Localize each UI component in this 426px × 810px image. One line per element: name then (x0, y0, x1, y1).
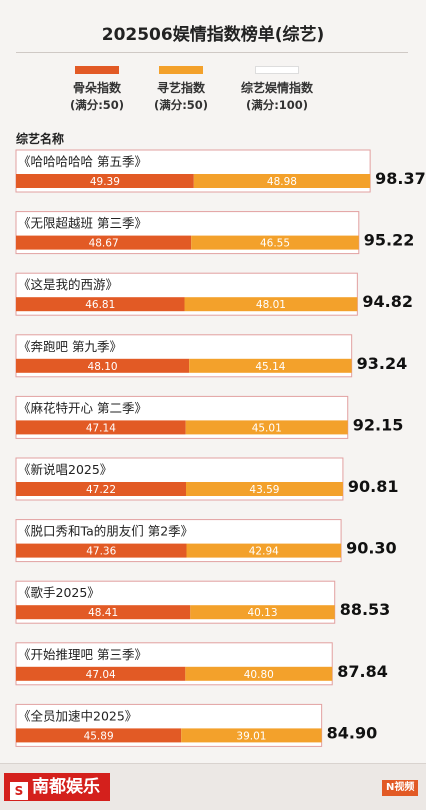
value-label-xunyi-6: 42.94 (249, 546, 279, 558)
legend-swatch-total (255, 66, 299, 74)
bar-guduo-1 (16, 235, 192, 250)
total-label-8: 87.84 (337, 662, 388, 681)
bar-xunyi-3 (189, 358, 352, 373)
bar-xunyi-6 (186, 543, 342, 558)
bar-xunyi-5 (185, 482, 343, 496)
bar-guduo-3 (16, 358, 190, 373)
value-label-xunyi-0: 48.98 (267, 176, 297, 188)
title-divider (16, 52, 408, 53)
category-header: 综艺名称 (16, 132, 65, 146)
bar-xunyi-1 (191, 235, 359, 250)
total-label-2: 94.82 (362, 292, 413, 311)
legend-label-xunyi: 寻艺指数 (156, 81, 205, 95)
value-label-guduo-5: 47.22 (86, 484, 116, 496)
bar-xunyi-0 (193, 174, 371, 188)
value-label-xunyi-8: 40.80 (244, 669, 274, 681)
value-label-xunyi-1: 46.55 (260, 238, 290, 250)
value-label-guduo-6: 47.36 (86, 546, 116, 558)
bar-guduo-7 (16, 605, 191, 620)
category-label-0: 《哈哈哈哈哈 第五季》 (18, 154, 147, 169)
bar-xunyi-9 (181, 728, 322, 743)
legend-swatch-guduo (75, 66, 119, 74)
category-label-7: 《歌手2025》 (18, 585, 100, 600)
category-label-2: 《这是我的西游》 (18, 277, 118, 292)
bar-guduo-2 (16, 297, 185, 312)
legend-item-xunyi: 寻艺指数 (满分:50) (126, 66, 236, 113)
value-label-guduo-3: 48.10 (88, 361, 118, 373)
category-label-1: 《无限超越班 第三季》 (18, 216, 147, 231)
bar-guduo-0 (16, 174, 194, 188)
category-label-8: 《开始推理吧 第三季》 (18, 647, 147, 662)
legend-swatch-xunyi (159, 66, 203, 74)
value-label-xunyi-7: 40.13 (247, 607, 277, 619)
total-label-6: 90.30 (346, 539, 397, 558)
value-label-guduo-9: 45.89 (84, 730, 114, 742)
bar-xunyi-2 (184, 297, 358, 312)
total-label-5: 90.81 (348, 477, 399, 496)
value-label-xunyi-4: 45.01 (252, 422, 282, 434)
legend-label-total: 综艺娱情指数 (240, 81, 313, 95)
category-label-6: 《脱口秀和Ta的朋友们 第2季》 (18, 524, 193, 539)
value-label-xunyi-9: 39.01 (236, 730, 266, 742)
footer-badge-video: N视频 (382, 780, 419, 796)
total-label-4: 92.15 (353, 415, 404, 434)
legend-item-total: 综艺娱情指数 (满分:100) (222, 66, 332, 113)
category-label-4: 《麻花特开心 第二季》 (18, 400, 147, 415)
bar-guduo-8 (16, 666, 186, 681)
bar-xunyi-8 (185, 666, 333, 681)
total-label-3: 93.24 (357, 354, 408, 373)
total-label-7: 88.53 (340, 600, 391, 619)
value-label-xunyi-3: 45.14 (255, 361, 285, 373)
value-label-guduo-0: 49.39 (90, 176, 120, 188)
category-label-5: 《新说唱2025》 (18, 462, 112, 477)
legend-sub-guduo: (满分:50) (69, 98, 125, 112)
chart-plot: 《哈哈哈哈哈 第五季》 49.39 48.98 98.37 《无限超越班 第三季》 48.… (15, 149, 426, 747)
legend-item-guduo: 骨朵指数 (满分:50) (42, 66, 152, 113)
bar-guduo-9 (16, 728, 182, 743)
value-label-xunyi-2: 48.01 (256, 299, 286, 311)
value-label-guduo-7: 48.41 (88, 607, 118, 619)
bar-guduo-5 (16, 482, 186, 496)
legend-label-guduo: 骨朵指数 (72, 81, 121, 95)
bar-xunyi-4 (185, 420, 348, 435)
footer-logo: S 南都娱乐 (4, 773, 110, 801)
value-label-guduo-2: 46.81 (85, 299, 115, 311)
total-label-9: 84.90 (327, 723, 378, 742)
total-label-1: 95.22 (364, 231, 415, 250)
value-label-xunyi-5: 43.59 (249, 484, 279, 496)
bar-guduo-4 (16, 420, 186, 435)
bar-guduo-6 (16, 543, 187, 558)
chart-title: 202506娱情指数榜单(综艺) (101, 25, 325, 45)
total-label-0: 98.37 (375, 169, 426, 188)
value-label-guduo-8: 47.04 (86, 669, 116, 681)
category-label-9: 《全员加速中2025》 (18, 708, 137, 723)
bar-xunyi-7 (190, 605, 335, 620)
footer-logo-text: 南都娱乐 (32, 777, 100, 797)
value-label-guduo-4: 47.14 (86, 422, 116, 434)
legend-sub-total: (满分:100) (245, 98, 309, 112)
value-label-guduo-1: 48.67 (89, 238, 119, 250)
category-label-3: 《奔跑吧 第九季》 (18, 339, 122, 354)
legend-sub-xunyi: (满分:50) (153, 98, 209, 112)
logo-mark-icon: S (10, 782, 28, 800)
footer-bar: S 南都娱乐 N视频 (0, 763, 426, 810)
